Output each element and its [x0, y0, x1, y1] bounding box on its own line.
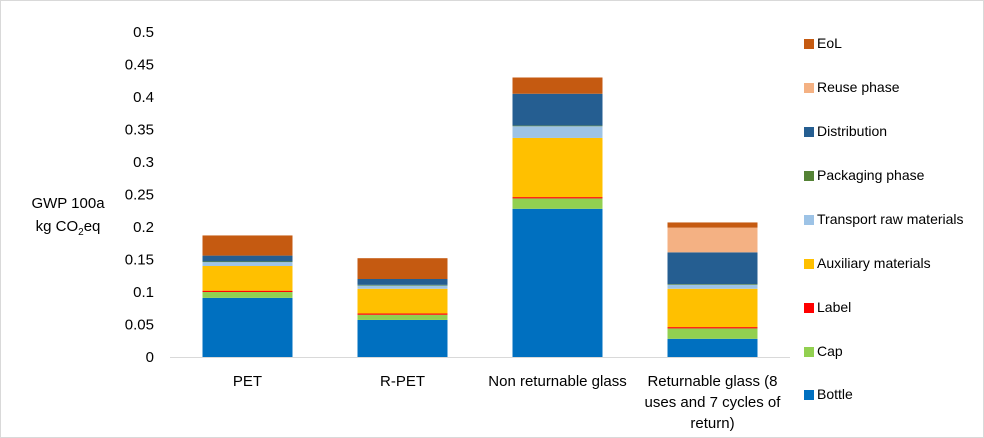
bar-segment-label: [357, 313, 448, 315]
legend-label: Reuse phase: [817, 79, 900, 95]
legend-label: EoL: [817, 35, 842, 51]
bar-segment-bottle: [512, 208, 603, 357]
y-axis-label-line1: GWP 100a: [31, 195, 105, 212]
legend-label: Transport raw materials: [817, 211, 964, 227]
bar-segment-distribution: [667, 252, 758, 285]
bar-segment-label: [512, 197, 603, 199]
y-tick-label: 0.15: [125, 252, 154, 269]
y-axis-label-line2: kg CO2eq: [35, 218, 101, 238]
bar-segment-cap: [512, 198, 603, 209]
y-axis-label: GWP 100a kg CO2eq: [18, 192, 118, 244]
bar-segment-auxiliary-materials: [667, 288, 758, 328]
bar-segment-auxiliary-materials: [202, 266, 293, 291]
bar-segment-transport-raw-materials: [202, 262, 293, 266]
bar-segment-eol: [512, 77, 603, 94]
bar-segment-cap: [357, 314, 448, 320]
legend-swatch: [804, 303, 814, 313]
bar-segment-bottle: [202, 297, 293, 357]
bar-segment-eol: [667, 222, 758, 228]
x-category-label: R-PET: [380, 373, 425, 390]
legend-label: Auxiliary materials: [817, 255, 931, 271]
legend-label: Bottle: [817, 386, 853, 402]
bar-segment-cap: [667, 328, 758, 339]
bar-segment-distribution: [512, 93, 603, 126]
bar-segment-packaging-phase: [667, 284, 758, 285]
bar-segment-packaging-phase: [202, 261, 293, 263]
bar-segment-eol: [357, 258, 448, 279]
bar-segment-bottle: [357, 319, 448, 357]
y-tick-label: 0.3: [133, 154, 154, 171]
bar-segment-label: [667, 327, 758, 329]
bar-segment-auxiliary-materials: [512, 137, 603, 198]
bar-segment-transport-raw-materials: [357, 285, 448, 289]
y-tick-label: 0.2: [133, 219, 154, 236]
bar-segment-transport-raw-materials: [512, 126, 603, 138]
legend-swatch: [804, 259, 814, 269]
y-tick-label: 0.1: [133, 284, 154, 301]
legend-label: Packaging phase: [817, 167, 925, 183]
y-tick-label: 0.25: [125, 187, 154, 204]
x-category-label: PET: [232, 373, 263, 390]
legend-swatch: [804, 215, 814, 225]
bar-segment-transport-raw-materials: [667, 284, 758, 289]
bar-segment-eol: [202, 235, 293, 256]
legend-label: Cap: [817, 343, 843, 359]
legend-label: Distribution: [817, 123, 888, 139]
legend-swatch: [804, 39, 814, 49]
bar-segment-packaging-phase: [357, 284, 448, 286]
legend-swatch: [804, 171, 814, 181]
y-tick-label: 0.35: [125, 122, 154, 139]
x-category-label: Returnable glass (8 uses and 7 cycles of…: [644, 373, 781, 432]
x-category-label: Non returnable glass: [488, 373, 627, 390]
bar-segment-bottle: [667, 338, 758, 357]
bar-segment-cap: [202, 292, 293, 298]
y-tick-label: 0.05: [125, 317, 154, 334]
y-tick-label: 0: [146, 349, 154, 366]
bar-segment-label: [202, 290, 293, 292]
bar-segment-distribution: [357, 279, 448, 285]
legend-swatch: [804, 83, 814, 93]
legend-swatch: [804, 347, 814, 357]
bar-segment-distribution: [202, 255, 293, 262]
bar-segment-packaging-phase: [512, 125, 603, 127]
y-tick-label: 0.4: [133, 89, 154, 106]
legend-swatch: [804, 127, 814, 137]
y-tick-label: 0.5: [133, 24, 154, 41]
bar-segment-auxiliary-materials: [357, 288, 448, 314]
bar-segment-reuse-phase: [667, 227, 758, 253]
y-tick-label: 0.45: [125, 57, 154, 74]
legend-swatch: [804, 390, 814, 400]
legend-label: Label: [817, 299, 852, 315]
